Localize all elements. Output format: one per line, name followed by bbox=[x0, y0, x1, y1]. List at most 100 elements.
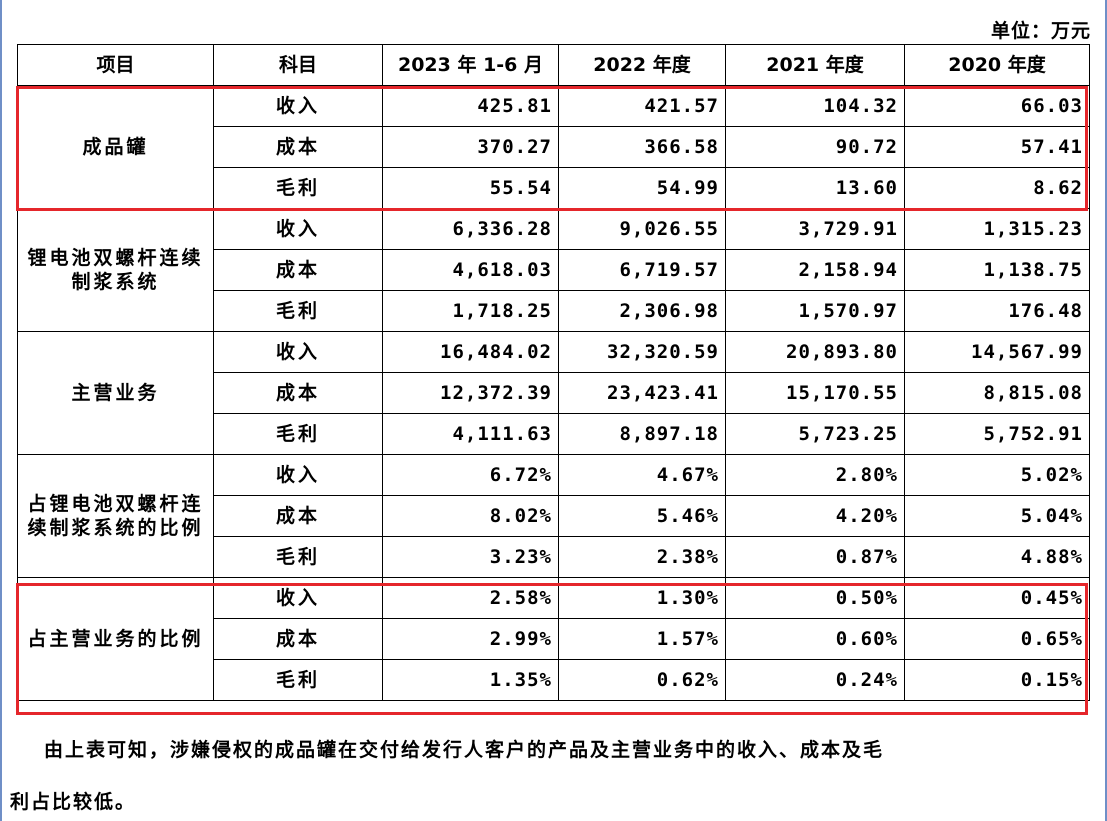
value-cell: 1.30% bbox=[558, 577, 726, 619]
value-cell: 90.72 bbox=[725, 126, 905, 168]
subject-cell: 成本 bbox=[213, 249, 383, 291]
subject-cell: 成本 bbox=[213, 372, 383, 414]
value-cell: 366.58 bbox=[558, 126, 726, 168]
value-cell: 2.99% bbox=[382, 618, 559, 660]
value-cell: 421.57 bbox=[558, 85, 726, 127]
table-row: 成本 4,618.03 6,719.57 2,158.94 1,138.75 bbox=[18, 249, 1090, 291]
value-cell: 0.62% bbox=[558, 659, 726, 701]
value-cell: 0.45% bbox=[904, 577, 1090, 619]
unit-label: 单位：万元 bbox=[990, 20, 1091, 42]
value-cell: 6,336.28 bbox=[382, 208, 559, 250]
value-cell: 370.27 bbox=[382, 126, 559, 168]
page-frame-right bbox=[1105, 0, 1107, 821]
value-cell: 2,158.94 bbox=[725, 249, 905, 291]
value-cell: 66.03 bbox=[904, 85, 1090, 127]
table-row: 主营业务 收入 16,484.02 32,320.59 20,893.80 14,567.… bbox=[17, 331, 1090, 455]
subject-cell: 成本 bbox=[213, 495, 383, 537]
header-2021: 2021 年度 bbox=[725, 44, 905, 86]
value-cell: 5.46% bbox=[558, 495, 726, 537]
financial-table: 项目 科目 2023 年 1-6 月 2022 年度 2021 年度 2020 … bbox=[17, 44, 1090, 701]
table-row: 毛利 1.35% 0.62% 0.24% 0.15% bbox=[18, 659, 1090, 701]
table-row: 锂电池双螺杆连续制浆系统 收入 6,336.28 9,026.55 3,729.91 1,… bbox=[17, 208, 1090, 332]
value-cell: 1.35% bbox=[382, 659, 559, 701]
value-cell: 8.02% bbox=[382, 495, 559, 537]
value-cell: 20,893.80 bbox=[725, 331, 905, 373]
header-item: 项目 bbox=[17, 44, 214, 86]
value-cell: 1,570.97 bbox=[725, 290, 905, 332]
group-label: 锂电池双螺杆连续制浆系统 bbox=[17, 208, 214, 332]
table-row: 成本 8.02% 5.46% 4.20% 5.04% bbox=[18, 495, 1090, 537]
header-2022: 2022 年度 bbox=[558, 44, 726, 86]
value-cell: 6,719.57 bbox=[558, 249, 726, 291]
value-cell: 104.32 bbox=[725, 85, 905, 127]
header-2020: 2020 年度 bbox=[904, 44, 1090, 86]
conclusion-line-2: 利占比较低。 bbox=[10, 791, 137, 813]
subject-cell: 毛利 bbox=[213, 659, 383, 701]
header-subject: 科目 bbox=[213, 44, 383, 86]
subject-cell: 收入 bbox=[213, 331, 383, 373]
value-cell: 0.24% bbox=[725, 659, 905, 701]
value-cell: 5.04% bbox=[904, 495, 1090, 537]
value-cell: 3.23% bbox=[382, 536, 559, 578]
subject-cell: 毛利 bbox=[213, 536, 383, 578]
group-label: 占锂电池双螺杆连续制浆系统的比例 bbox=[17, 454, 214, 578]
value-cell: 2.38% bbox=[558, 536, 726, 578]
value-cell: 12,372.39 bbox=[382, 372, 559, 414]
value-cell: 4,618.03 bbox=[382, 249, 559, 291]
subject-cell: 收入 bbox=[213, 454, 383, 496]
conclusion-line-1: 由上表可知，涉嫌侵权的成品罐在交付给发行人客户的产品及主营业务中的收入、成本及毛 bbox=[44, 739, 885, 761]
subject-cell: 收入 bbox=[213, 577, 383, 619]
page-frame-left bbox=[0, 0, 2, 821]
value-cell: 0.50% bbox=[725, 577, 905, 619]
table-row: 成本 12,372.39 23,423.41 15,170.55 8,815.08 bbox=[18, 372, 1090, 414]
value-cell: 8.62 bbox=[904, 167, 1090, 209]
value-cell: 5,723.25 bbox=[725, 413, 905, 455]
subject-cell: 毛利 bbox=[213, 167, 383, 209]
subject-cell: 成本 bbox=[213, 126, 383, 168]
header-2023h1: 2023 年 1-6 月 bbox=[382, 44, 559, 86]
table-row: 占主营业务的比例 收入 2.58% 1.30% 0.50% 0.45% bbox=[17, 577, 1090, 701]
value-cell: 1.57% bbox=[558, 618, 726, 660]
value-cell: 8,897.18 bbox=[558, 413, 726, 455]
value-cell: 0.87% bbox=[725, 536, 905, 578]
value-cell: 425.81 bbox=[382, 85, 559, 127]
value-cell: 0.15% bbox=[904, 659, 1090, 701]
value-cell: 5,752.91 bbox=[904, 413, 1090, 455]
value-cell: 54.99 bbox=[558, 167, 726, 209]
table-row: 毛利 3.23% 2.38% 0.87% 4.88% bbox=[18, 536, 1090, 578]
value-cell: 4.67% bbox=[558, 454, 726, 496]
value-cell: 1,315.23 bbox=[904, 208, 1090, 250]
table-row: 成本 370.27 366.58 90.72 57.41 bbox=[18, 126, 1090, 168]
value-cell: 6.72% bbox=[382, 454, 559, 496]
value-cell: 4.20% bbox=[725, 495, 905, 537]
value-cell: 3,729.91 bbox=[725, 208, 905, 250]
table-row: 占锂电池双螺杆连续制浆系统的比例 收入 6.72% 4.67% 2.80% 5.02% bbox=[17, 454, 1090, 578]
value-cell: 14,567.99 bbox=[904, 331, 1090, 373]
value-cell: 2,306.98 bbox=[558, 290, 726, 332]
group-label: 主营业务 bbox=[17, 331, 214, 455]
value-cell: 55.54 bbox=[382, 167, 559, 209]
value-cell: 4,111.63 bbox=[382, 413, 559, 455]
value-cell: 0.65% bbox=[904, 618, 1090, 660]
subject-cell: 毛利 bbox=[213, 413, 383, 455]
value-cell: 32,320.59 bbox=[558, 331, 726, 373]
table-row: 成品罐 收入 425.81 421.57 104.32 66.03 bbox=[17, 85, 1090, 209]
value-cell: 16,484.02 bbox=[382, 331, 559, 373]
value-cell: 15,170.55 bbox=[725, 372, 905, 414]
table-row: 毛利 55.54 54.99 13.60 8.62 bbox=[18, 167, 1090, 209]
value-cell: 8,815.08 bbox=[904, 372, 1090, 414]
value-cell: 2.58% bbox=[382, 577, 559, 619]
value-cell: 1,138.75 bbox=[904, 249, 1090, 291]
subject-cell: 成本 bbox=[213, 618, 383, 660]
value-cell: 57.41 bbox=[904, 126, 1090, 168]
value-cell: 1,718.25 bbox=[382, 290, 559, 332]
value-cell: 9,026.55 bbox=[558, 208, 726, 250]
value-cell: 4.88% bbox=[904, 536, 1090, 578]
value-cell: 5.02% bbox=[904, 454, 1090, 496]
value-cell: 0.60% bbox=[725, 618, 905, 660]
subject-cell: 毛利 bbox=[213, 290, 383, 332]
group-label: 成品罐 bbox=[17, 85, 214, 209]
table-body: 成品罐 收入 425.81 421.57 104.32 66.03 成本 370.27 366.… bbox=[17, 85, 1090, 701]
subject-cell: 收入 bbox=[213, 208, 383, 250]
value-cell: 2.80% bbox=[725, 454, 905, 496]
